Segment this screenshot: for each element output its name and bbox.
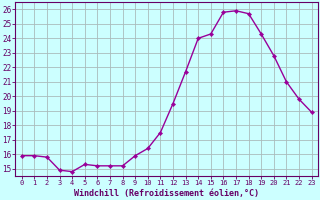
X-axis label: Windchill (Refroidissement éolien,°C): Windchill (Refroidissement éolien,°C) [74, 189, 259, 198]
